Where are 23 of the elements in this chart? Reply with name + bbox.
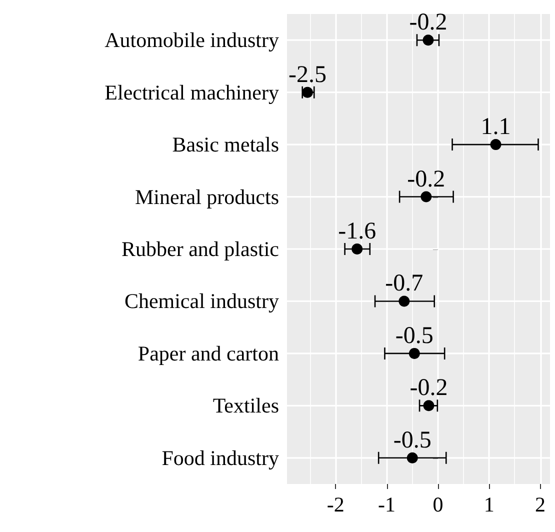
y-tick-label: Textiles (212, 394, 279, 418)
data-label: -0.5 (395, 322, 434, 349)
data-label: -1.6 (338, 218, 376, 244)
y-tick-label: Paper and carton (138, 341, 280, 366)
y-tick-label: Automobile industry (104, 28, 280, 52)
data-label: -0.2 (410, 375, 448, 402)
x-tick-label: 1 (484, 492, 494, 516)
data-label: -0.5 (393, 427, 432, 454)
data-label: -0.2 (409, 10, 448, 36)
x-tick-label: 0 (432, 492, 444, 516)
y-tick-label: Mineral products (134, 184, 279, 209)
y-tick-label: Electrical machinery (104, 80, 280, 104)
x-tick-label: -1 (378, 492, 396, 516)
data-label: 1.1 (480, 114, 511, 140)
x-tick-label: -2 (326, 492, 344, 516)
y-tick-label: Rubber and plastic (122, 237, 279, 261)
data-label: -0.2 (407, 166, 446, 192)
y-tick-label: Food industry (162, 446, 280, 470)
data-label: -2.5 (288, 62, 326, 88)
y-tick-label: Chemical industry (124, 289, 280, 314)
x-tick-label: 2 (535, 492, 546, 516)
data-label: -0.7 (385, 270, 424, 297)
y-tick-label: Basic metals (172, 132, 279, 157)
